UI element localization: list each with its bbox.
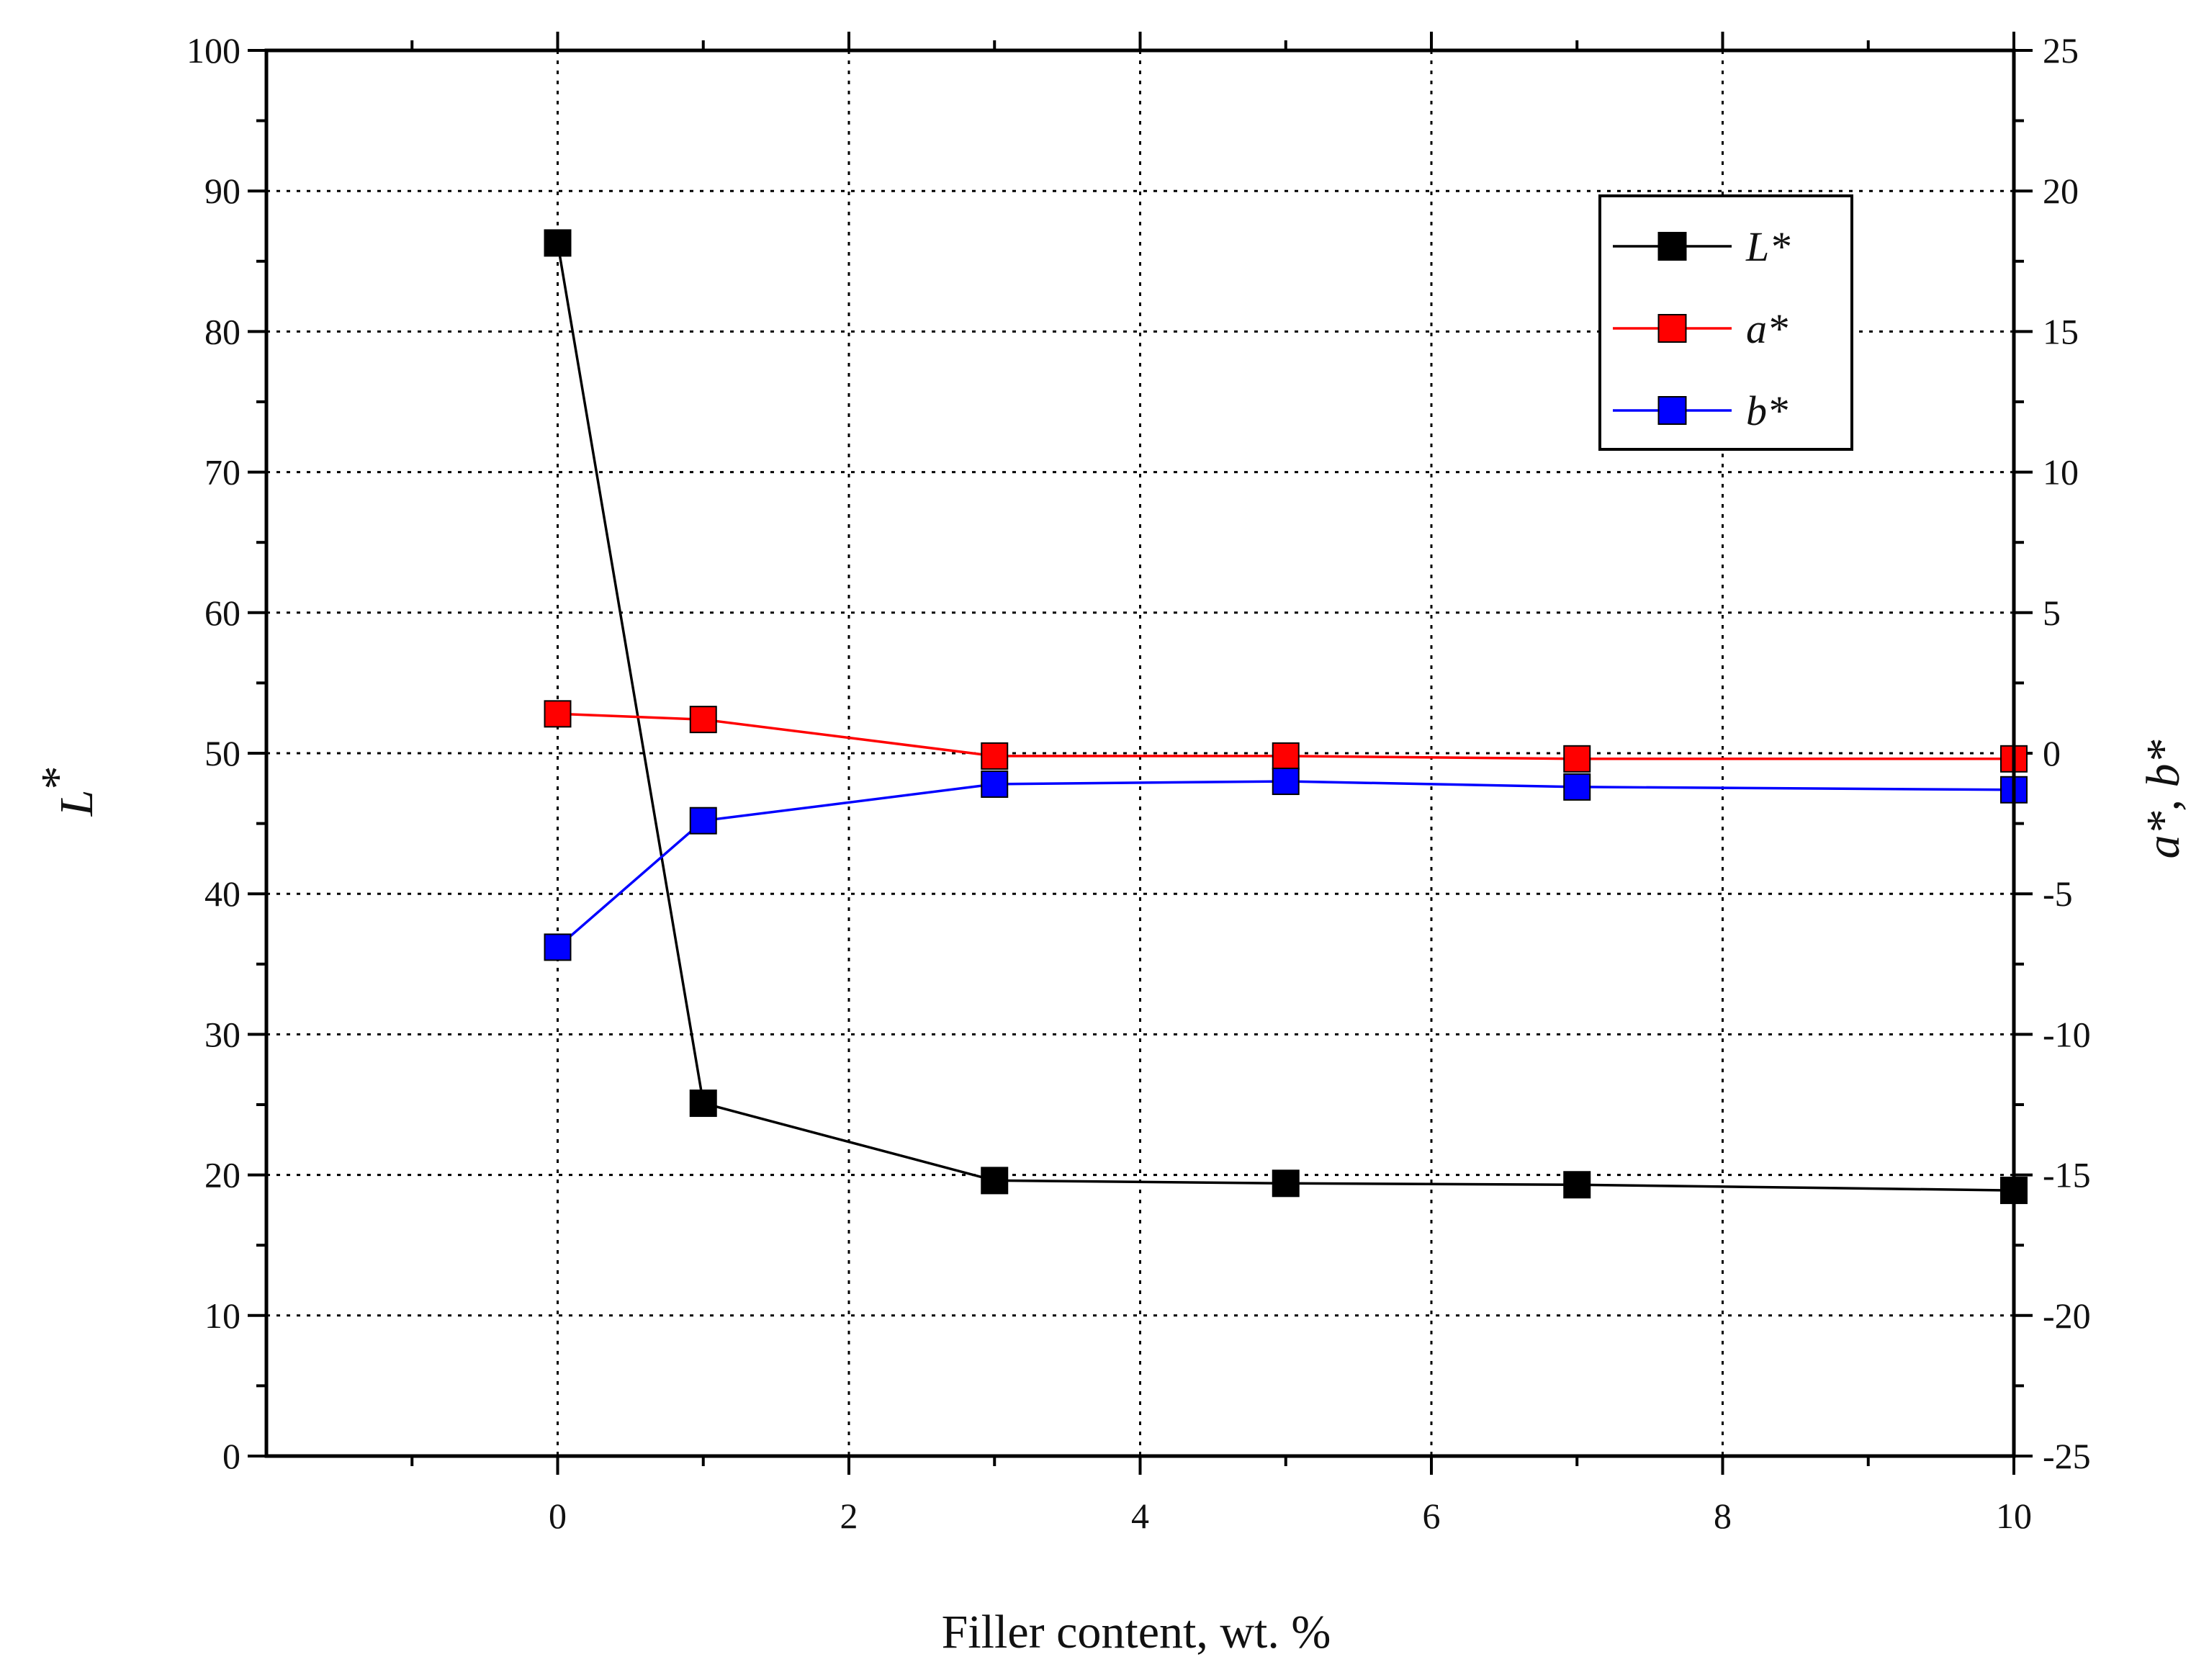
y-left-tick-label-10: 100 — [186, 30, 240, 71]
y-right-tick-label-6: 5 — [2043, 593, 2061, 633]
y-right-tick-label-8: 15 — [2043, 311, 2079, 351]
y-left-tick-label-9: 90 — [204, 171, 240, 211]
x-tick-label-2: 4 — [1131, 1496, 1149, 1536]
data-point-b-4 — [1563, 773, 1591, 801]
y-left-axis-title: L * — [32, 766, 103, 817]
x-tick-label-1: 2 — [840, 1496, 858, 1536]
y-left-tick-label-5: 50 — [204, 733, 240, 773]
x-tick-label-3: 6 — [1423, 1496, 1441, 1536]
data-point-a-4 — [1563, 745, 1591, 773]
y-right-axis-title: a*, b* — [2137, 740, 2190, 859]
y-right-tick-label-5: 0 — [2043, 733, 2061, 773]
data-point-l-2 — [981, 1167, 1009, 1195]
data-point-a-1 — [689, 706, 717, 734]
data-point-a-3 — [1272, 742, 1300, 770]
y-left-tick-label-8: 80 — [204, 311, 240, 351]
x-tick-label-5: 10 — [1996, 1496, 2032, 1536]
y-left-tick-label-3: 30 — [204, 1014, 240, 1054]
x-tick-label-0: 0 — [549, 1496, 567, 1536]
series-line-b — [557, 780, 2015, 948]
data-point-b-1 — [689, 807, 717, 835]
y-right-tick-label-1: -20 — [2043, 1295, 2091, 1336]
legend-label-l: L* — [1745, 223, 1790, 270]
x-tick-label-4: 8 — [1714, 1496, 1732, 1536]
data-point-b-2 — [981, 770, 1009, 798]
series-l — [544, 229, 2028, 1205]
data-point-l-3 — [1272, 1169, 1300, 1198]
y-left-tick-label-1: 10 — [204, 1295, 240, 1336]
y-left-tick-label-6: 60 — [204, 593, 240, 633]
y-right-tick-label-4: -5 — [2043, 873, 2073, 914]
legend-marker-b — [1657, 396, 1687, 425]
legend-box — [1598, 194, 1853, 451]
series-a — [544, 700, 2028, 773]
data-point-l-1 — [689, 1090, 717, 1118]
series-line-l — [556, 243, 2015, 1192]
data-point-b-3 — [1272, 768, 1300, 796]
data-point-a-2 — [981, 742, 1009, 770]
data-point-l-0 — [544, 229, 572, 257]
y-left-tick-label-4: 40 — [204, 873, 240, 914]
y-right-tick-label-0: -25 — [2043, 1436, 2091, 1476]
legend-label-b: b* — [1746, 387, 1788, 434]
y-left-tick-label-0: 0 — [222, 1436, 240, 1476]
legend-label-a: a* — [1746, 305, 1788, 352]
y-right-tick-label-2: -15 — [2043, 1155, 2091, 1195]
y-right-tick-label-10: 25 — [2043, 30, 2079, 71]
legend-marker-a — [1657, 314, 1687, 343]
y-left-tick-label-2: 20 — [204, 1155, 240, 1195]
y-right-tick-label-9: 20 — [2043, 171, 2079, 211]
tick-labels: 0 2 4 6 8 100102030405060708090100-25-20-15-1… — [186, 30, 2091, 1536]
plot-frame — [264, 48, 2016, 1458]
y-right-tick-label-7: 10 — [2043, 452, 2079, 493]
y-left-axis-title-main: L — [50, 790, 103, 817]
x-axis-title: Filler content, wt. % — [942, 1606, 1331, 1658]
y-left-axis-title-sup: * — [32, 766, 84, 790]
data-point-b-0 — [544, 933, 572, 961]
y-right-tick-label-3: -10 — [2043, 1014, 2091, 1054]
series-line-a — [557, 712, 2014, 760]
legend: L* a* b* — [1598, 194, 1853, 451]
y-left-tick-label-7: 70 — [204, 452, 240, 493]
data-point-l-4 — [1563, 1171, 1591, 1199]
data-point-a-0 — [544, 700, 572, 728]
legend-marker-l — [1657, 232, 1687, 261]
